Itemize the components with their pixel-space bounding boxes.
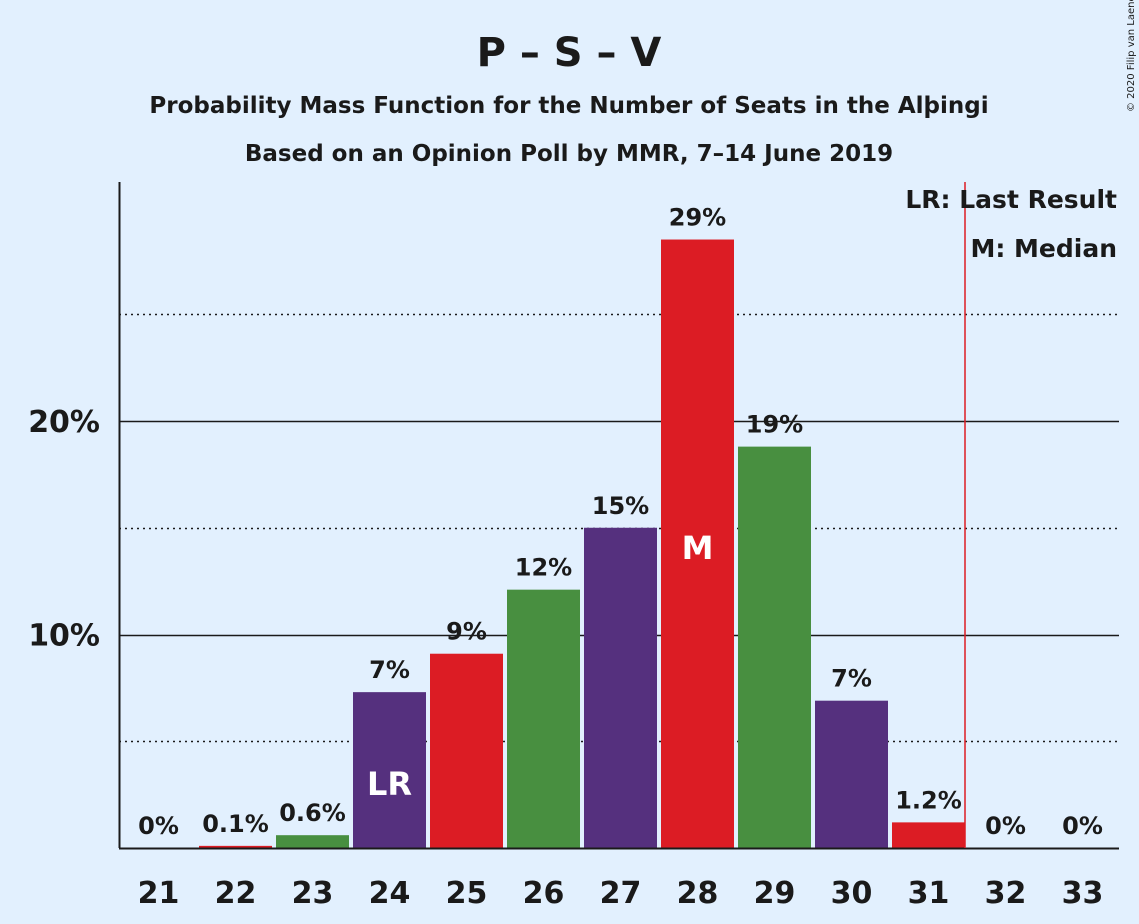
data-label-27: 15% bbox=[592, 492, 649, 520]
x-tick-label-24: 24 bbox=[369, 876, 411, 911]
chart-title: P – S – V bbox=[477, 30, 662, 76]
bar-28 bbox=[661, 239, 734, 848]
chart-subtitle-line-1: Probability Mass Function for the Number… bbox=[149, 93, 988, 119]
x-tick-label-21: 21 bbox=[138, 876, 180, 911]
bars: 0% 0.1% 0.6% 7% LR 9% 12% 15% 29% M 19% 7% 1.2% 0% 0% bbox=[138, 204, 1103, 848]
x-tick-label-27: 27 bbox=[600, 876, 642, 911]
chart-subtitle-line-2: Based on an Opinion Poll by MMR, 7–14 Ju… bbox=[245, 141, 893, 167]
bar-30 bbox=[815, 700, 888, 848]
data-label-24: 7% bbox=[369, 656, 410, 684]
y-tick-label-20: 20% bbox=[28, 405, 100, 440]
bar-27 bbox=[584, 527, 657, 848]
data-label-31: 1.2% bbox=[895, 786, 962, 814]
bar-29 bbox=[738, 446, 811, 848]
data-label-22: 0.1% bbox=[202, 810, 269, 838]
x-tick-label-28: 28 bbox=[677, 876, 719, 911]
data-label-32: 0% bbox=[985, 812, 1026, 840]
bar-23 bbox=[276, 835, 349, 848]
y-tick-label-10: 10% bbox=[28, 619, 100, 654]
data-label-30: 7% bbox=[831, 665, 872, 693]
x-tick-label-29: 29 bbox=[754, 876, 796, 911]
x-tick-label-31: 31 bbox=[908, 876, 950, 911]
data-label-23: 0.6% bbox=[279, 799, 346, 827]
x-tick-label-30: 30 bbox=[831, 876, 873, 911]
x-axis-ticks: 21 22 23 24 25 26 27 28 29 30 31 32 33 bbox=[138, 876, 1104, 911]
y-axis-ticks: 10% 20% bbox=[28, 405, 100, 654]
bar-24 bbox=[353, 692, 426, 848]
x-tick-label-23: 23 bbox=[292, 876, 334, 911]
bar-26 bbox=[507, 589, 580, 848]
last-result-marker: LR bbox=[367, 765, 412, 803]
x-tick-label-32: 32 bbox=[985, 876, 1027, 911]
data-label-26: 12% bbox=[515, 554, 572, 582]
data-label-29: 19% bbox=[746, 411, 803, 439]
legend-median: M: Median bbox=[970, 234, 1117, 263]
x-tick-label-22: 22 bbox=[215, 876, 257, 911]
bar-22 bbox=[199, 845, 272, 848]
median-marker: M bbox=[682, 529, 714, 567]
x-tick-label-33: 33 bbox=[1062, 876, 1104, 911]
copyright-notice: © 2020 Filip van Laenen bbox=[1126, 0, 1137, 112]
bar-25 bbox=[430, 653, 503, 848]
bar-31 bbox=[892, 822, 965, 848]
legend-last-result: LR: Last Result bbox=[905, 185, 1117, 214]
data-label-28: 29% bbox=[669, 204, 726, 232]
data-label-25: 9% bbox=[446, 618, 487, 646]
x-tick-label-25: 25 bbox=[446, 876, 488, 911]
data-label-21: 0% bbox=[138, 812, 179, 840]
x-tick-label-26: 26 bbox=[523, 876, 565, 911]
data-label-33: 0% bbox=[1062, 812, 1103, 840]
